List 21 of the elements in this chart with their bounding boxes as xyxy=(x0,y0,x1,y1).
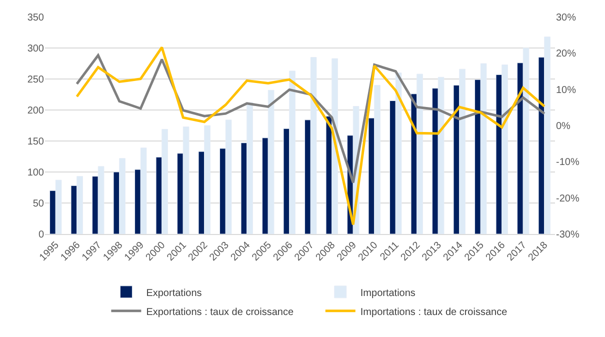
y-tick-label: 0 xyxy=(38,230,44,240)
y2-tick-label: -30% xyxy=(556,230,580,240)
y-tick-label: 100 xyxy=(27,168,44,178)
legend-label: Exportations : taux de croissance xyxy=(146,306,294,318)
line-series xyxy=(76,54,546,184)
y2-tick-label: 30% xyxy=(556,12,576,24)
y-tick-label: 300 xyxy=(27,44,44,54)
y-tick-label: 350 xyxy=(27,12,44,24)
y2-tick-label: -20% xyxy=(556,193,580,204)
y2-tick-label: 10% xyxy=(556,84,576,96)
legend-label: Importations : taux de croissance xyxy=(360,306,508,318)
y-tick-label: 150 xyxy=(27,136,44,148)
y2-tick-label: -10% xyxy=(556,157,580,168)
y-tick-label: 50 xyxy=(32,198,44,210)
y-tick-label: 250 xyxy=(27,74,44,86)
legend-label: Exportations xyxy=(146,288,202,299)
y2-tick-label: 20% xyxy=(556,48,576,60)
y2-tick-label: 0% xyxy=(556,121,571,132)
y-tick-label: 200 xyxy=(27,106,44,116)
legend-label: Importations xyxy=(360,288,416,299)
line-series xyxy=(76,46,546,226)
